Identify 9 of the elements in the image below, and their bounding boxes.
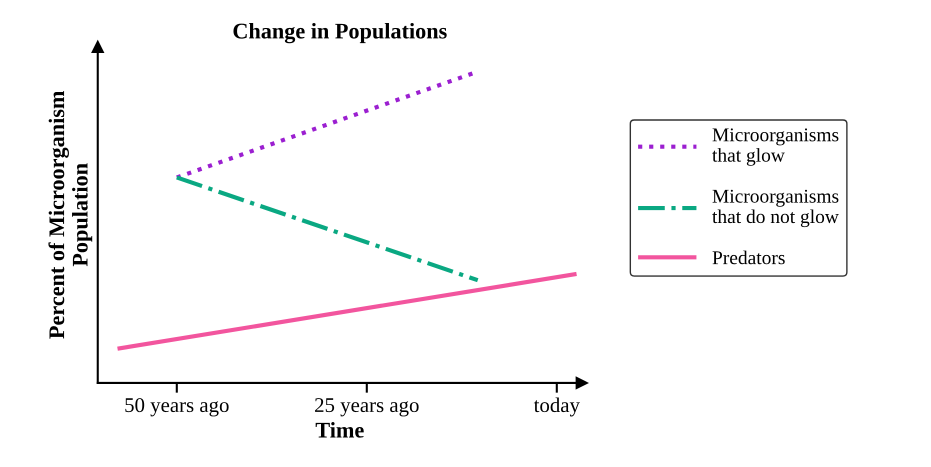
x-tick-label: 25 years ago [315, 398, 419, 416]
chart-title: Change in Populations [233, 22, 447, 44]
x-tick-label: today [534, 398, 580, 416]
x-tick-label: 50 years ago [125, 398, 229, 416]
legend-label: Predators [712, 250, 785, 264]
x-axis-title: Time [316, 422, 364, 438]
y-axis-title: Percent of Microorganism Population [48, 90, 92, 339]
legend-label: Microorganisms that do not glow [712, 190, 839, 228]
legend-label: Microorganisms that glow [712, 128, 838, 166]
